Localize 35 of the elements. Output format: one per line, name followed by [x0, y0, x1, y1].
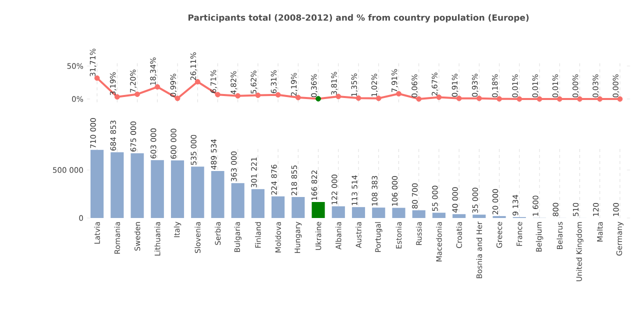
point — [235, 93, 241, 99]
point — [396, 91, 402, 96]
bar — [452, 214, 466, 218]
point — [134, 92, 140, 97]
bar — [292, 196, 305, 218]
point — [496, 96, 502, 102]
bar — [352, 207, 366, 218]
point — [376, 96, 382, 102]
point — [154, 84, 160, 90]
point — [436, 94, 442, 100]
bar — [412, 210, 426, 218]
bar — [472, 214, 486, 218]
bar — [372, 208, 386, 218]
bar — [110, 152, 124, 218]
point — [194, 79, 200, 84]
point — [316, 96, 321, 102]
bar — [432, 212, 446, 218]
bar — [90, 150, 104, 218]
point — [416, 96, 422, 102]
point — [255, 92, 261, 98]
bar — [312, 202, 325, 218]
bar — [231, 183, 244, 218]
bar — [211, 171, 224, 218]
bar — [332, 206, 345, 218]
bar — [392, 208, 406, 218]
chart-title: Participants total (2008-2012) and % from country population (Europe) — [188, 14, 529, 22]
bar — [130, 153, 144, 218]
bar — [251, 189, 264, 218]
point — [577, 96, 582, 102]
bar — [150, 160, 164, 218]
bar — [272, 196, 285, 218]
bar — [191, 166, 204, 218]
point — [597, 96, 603, 102]
bar — [170, 160, 184, 218]
point — [215, 92, 220, 98]
